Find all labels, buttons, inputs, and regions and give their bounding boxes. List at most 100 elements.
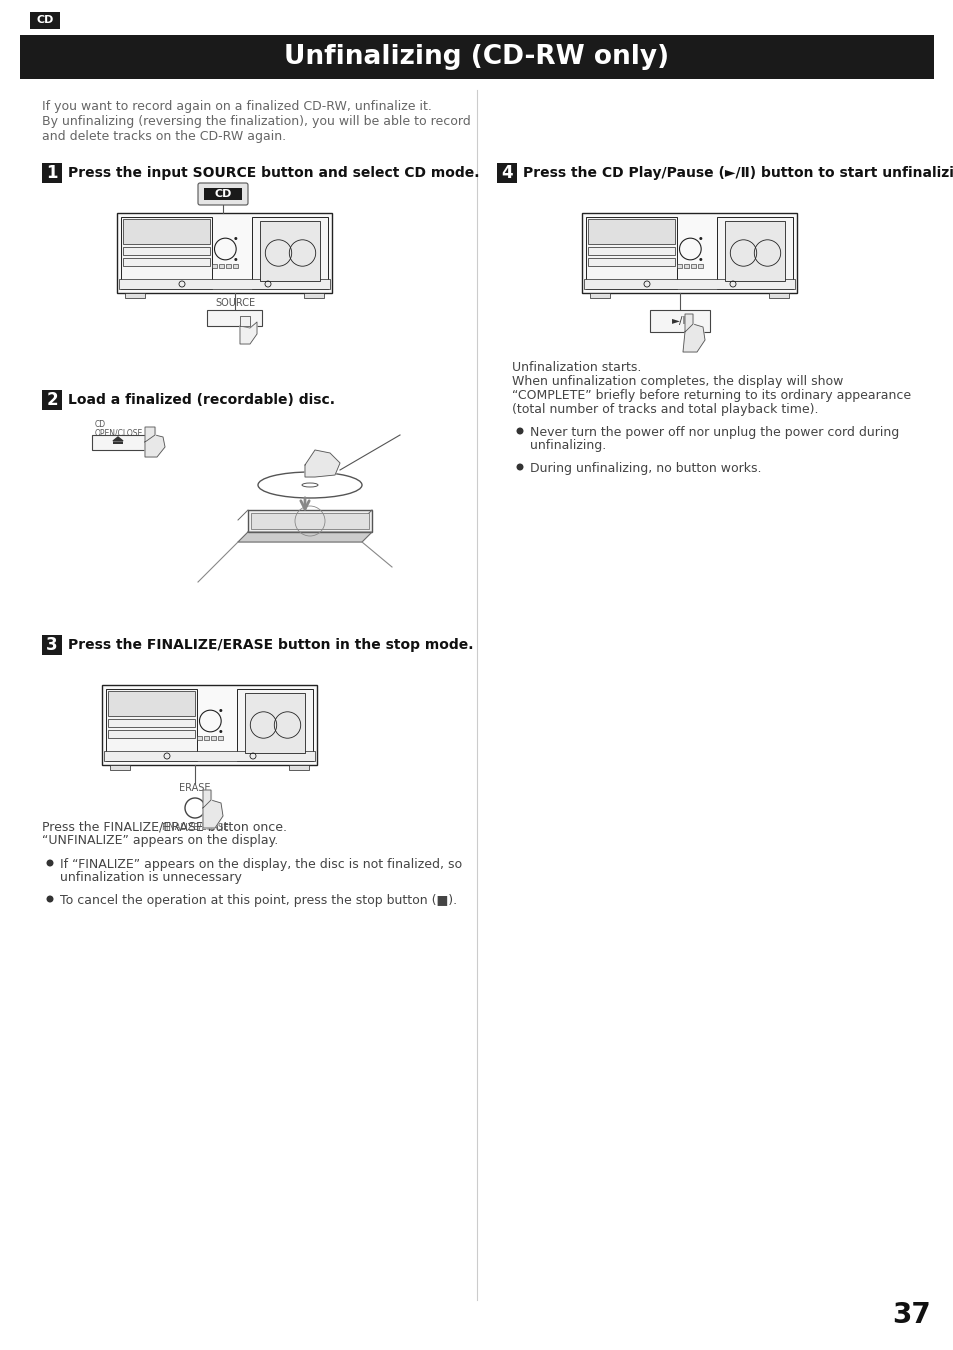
- Text: SOURCE: SOURCE: [214, 298, 254, 308]
- Polygon shape: [203, 790, 211, 809]
- Text: unfinalizing.: unfinalizing.: [530, 439, 605, 452]
- Text: 3: 3: [46, 636, 58, 653]
- Bar: [233, 263, 237, 267]
- Bar: [304, 293, 324, 298]
- Polygon shape: [203, 801, 223, 828]
- Polygon shape: [112, 437, 123, 441]
- Bar: [196, 736, 202, 740]
- Text: ►/Ⅱ: ►/Ⅱ: [671, 316, 687, 325]
- Bar: [248, 510, 372, 532]
- Bar: [109, 691, 194, 717]
- Text: ERASE: ERASE: [179, 783, 211, 792]
- Bar: [586, 217, 676, 289]
- Text: 1: 1: [46, 163, 58, 182]
- Bar: [42, 634, 62, 655]
- Text: FINALIZE/ERASE: FINALIZE/ERASE: [161, 822, 229, 832]
- Bar: [123, 258, 210, 266]
- Bar: [697, 263, 702, 267]
- Text: and delete tracks on the CD-RW again.: and delete tracks on the CD-RW again.: [42, 130, 286, 143]
- Bar: [588, 219, 674, 244]
- Text: Press the FINALIZE/ERASE button once.: Press the FINALIZE/ERASE button once.: [42, 819, 287, 833]
- Text: 4: 4: [500, 163, 513, 182]
- Text: unfinalization is unnecessary: unfinalization is unnecessary: [60, 871, 242, 884]
- Bar: [42, 390, 62, 410]
- Bar: [105, 751, 315, 761]
- Bar: [107, 688, 196, 761]
- Circle shape: [516, 428, 523, 435]
- Bar: [769, 293, 789, 298]
- Polygon shape: [240, 316, 250, 325]
- Text: To cancel the operation at this point, press the stop button (■).: To cancel the operation at this point, p…: [60, 894, 456, 907]
- Text: During unfinalizing, no button works.: During unfinalizing, no button works.: [530, 462, 760, 475]
- Text: Unfinalizing (CD-RW only): Unfinalizing (CD-RW only): [284, 45, 669, 70]
- Circle shape: [234, 258, 237, 261]
- Bar: [649, 310, 709, 332]
- Bar: [109, 730, 194, 738]
- Bar: [226, 263, 231, 267]
- Text: If you want to record again on a finalized CD-RW, unfinalize it.: If you want to record again on a finaliz…: [42, 100, 432, 113]
- Bar: [724, 221, 784, 281]
- Text: OPEN/CLOSE: OPEN/CLOSE: [95, 428, 143, 437]
- Circle shape: [516, 463, 523, 471]
- Bar: [683, 263, 688, 267]
- Bar: [251, 513, 369, 529]
- Bar: [584, 279, 795, 289]
- Bar: [20, 35, 933, 80]
- Text: Press the FINALIZE/ERASE button in the stop mode.: Press the FINALIZE/ERASE button in the s…: [68, 639, 473, 652]
- Bar: [208, 310, 262, 325]
- Text: CD: CD: [95, 420, 106, 429]
- Bar: [204, 736, 209, 740]
- Bar: [245, 693, 305, 753]
- Circle shape: [47, 860, 53, 867]
- Circle shape: [47, 895, 53, 903]
- Bar: [253, 217, 328, 289]
- Circle shape: [234, 238, 237, 240]
- Bar: [260, 221, 320, 281]
- Bar: [112, 441, 123, 444]
- Bar: [588, 247, 674, 255]
- Polygon shape: [684, 315, 692, 332]
- Bar: [218, 263, 224, 267]
- Bar: [289, 765, 309, 769]
- Bar: [676, 263, 681, 267]
- Bar: [211, 736, 215, 740]
- Bar: [237, 688, 314, 761]
- Polygon shape: [145, 435, 165, 458]
- Polygon shape: [237, 532, 372, 541]
- Text: CD: CD: [214, 189, 232, 198]
- Text: When unfinalization completes, the display will show: When unfinalization completes, the displ…: [512, 375, 842, 387]
- Bar: [119, 279, 330, 289]
- Text: “UNFINALIZE” appears on the display.: “UNFINALIZE” appears on the display.: [42, 834, 278, 846]
- FancyBboxPatch shape: [198, 184, 248, 205]
- Circle shape: [699, 258, 701, 261]
- Circle shape: [219, 730, 222, 733]
- Text: Never turn the power off nor unplug the power cord during: Never turn the power off nor unplug the …: [530, 427, 899, 439]
- Bar: [217, 736, 223, 740]
- Text: 2: 2: [46, 392, 58, 409]
- Bar: [497, 163, 517, 184]
- Polygon shape: [240, 323, 256, 344]
- Text: By unfinalizing (reversing the finalization), you will be able to record: By unfinalizing (reversing the finalizat…: [42, 115, 470, 128]
- Text: 37: 37: [892, 1301, 930, 1328]
- Bar: [717, 217, 793, 289]
- Bar: [111, 765, 131, 769]
- Bar: [109, 720, 194, 728]
- Text: Unfinalization starts.: Unfinalization starts.: [512, 360, 640, 374]
- Bar: [212, 263, 216, 267]
- Circle shape: [219, 709, 222, 711]
- Polygon shape: [145, 427, 154, 441]
- Text: Press the CD Play/Pause (►/Ⅱ) button to start unfinalizing.: Press the CD Play/Pause (►/Ⅱ) button to …: [522, 166, 953, 180]
- Text: “COMPLETE” briefly before returning to its ordinary appearance: “COMPLETE” briefly before returning to i…: [512, 389, 910, 402]
- Circle shape: [699, 238, 701, 240]
- Text: Load a finalized (recordable) disc.: Load a finalized (recordable) disc.: [68, 393, 335, 406]
- Bar: [117, 213, 333, 293]
- Bar: [102, 684, 317, 765]
- Bar: [30, 12, 60, 28]
- Bar: [123, 219, 210, 244]
- Bar: [121, 217, 212, 289]
- Bar: [582, 213, 797, 293]
- Text: Press the input SOURCE button and select CD mode.: Press the input SOURCE button and select…: [68, 166, 479, 180]
- Bar: [126, 293, 146, 298]
- Bar: [123, 247, 210, 255]
- Text: CD: CD: [36, 15, 53, 26]
